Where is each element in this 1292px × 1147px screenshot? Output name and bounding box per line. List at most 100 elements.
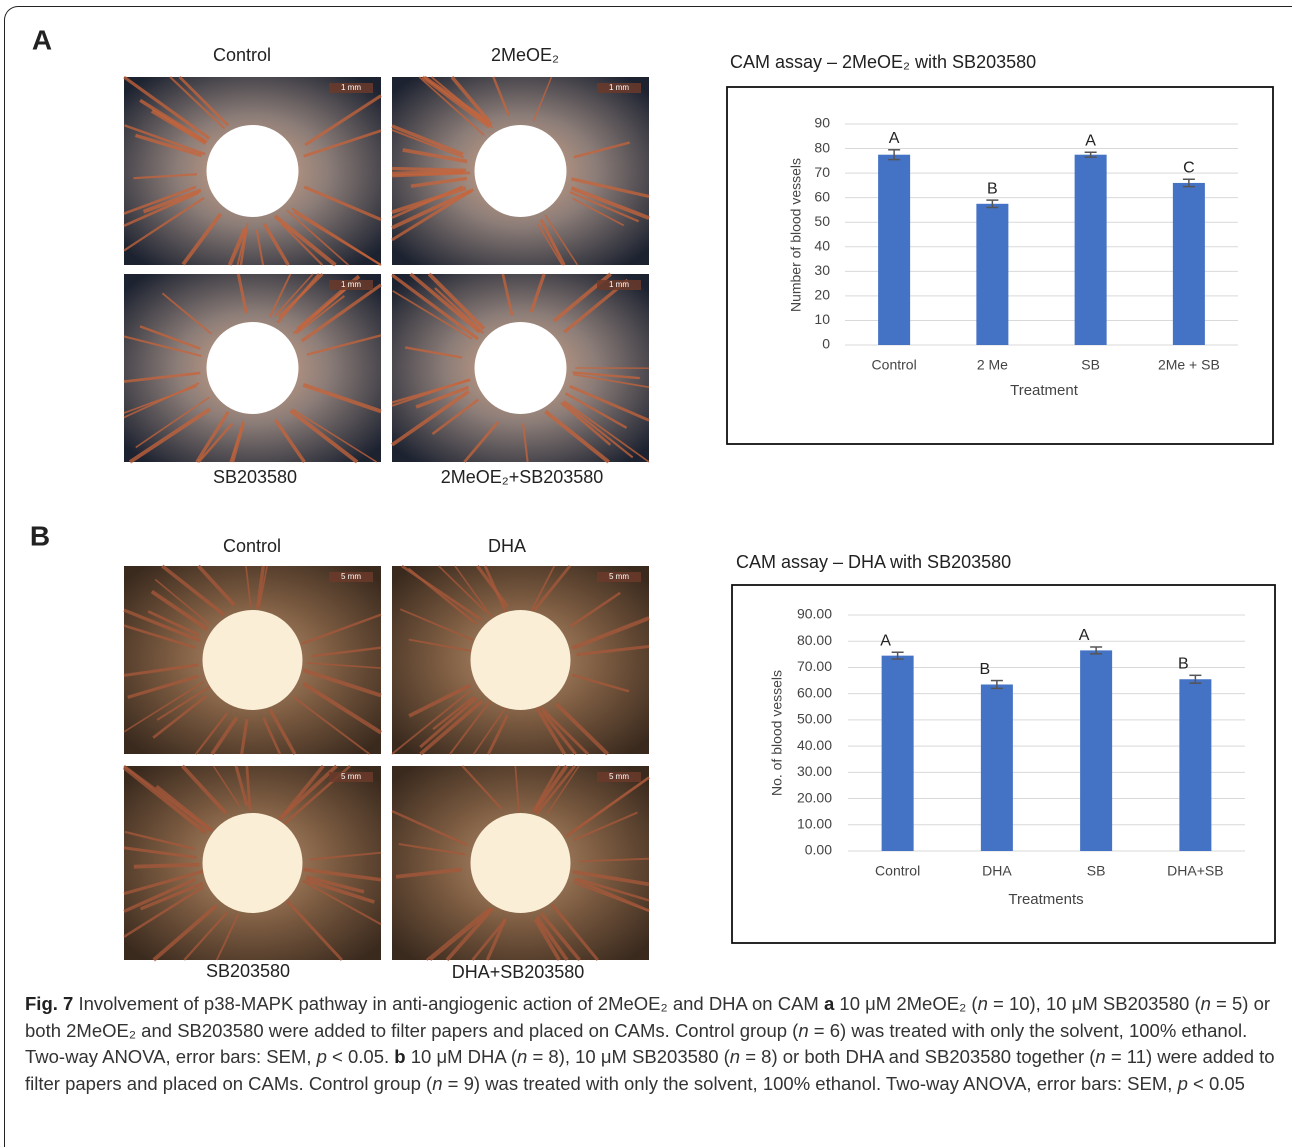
filter-disc bbox=[471, 813, 571, 913]
scale-label: 5 mm bbox=[609, 772, 629, 781]
filter-disc bbox=[207, 322, 299, 414]
y-tick-label: 90 bbox=[814, 115, 830, 131]
y-tick-label: 70.00 bbox=[797, 658, 832, 674]
y-tick-label: 50 bbox=[814, 213, 830, 229]
caption-text: n bbox=[798, 1020, 808, 1041]
y-tick-label: 10.00 bbox=[797, 815, 832, 831]
caption-text: p bbox=[317, 1046, 327, 1067]
filter-disc bbox=[203, 610, 303, 710]
filter-disc bbox=[471, 610, 571, 710]
scale-label: 5 mm bbox=[609, 572, 629, 581]
caption-text: < 0.05 bbox=[1188, 1073, 1245, 1094]
y-tick-label: 80.00 bbox=[797, 632, 832, 648]
significance-letter: B bbox=[980, 661, 991, 678]
caption-text: n bbox=[1201, 993, 1211, 1014]
y-tick-label: 0.00 bbox=[805, 842, 832, 858]
caption-text: 10 μM 2MeOE₂ ( bbox=[834, 993, 977, 1014]
scale-label: 5 mm bbox=[341, 572, 361, 581]
bar bbox=[878, 155, 910, 345]
x-tick-label: SB bbox=[1087, 863, 1106, 879]
significance-letter: B bbox=[1178, 656, 1189, 673]
photo-label: SB203580 bbox=[206, 961, 290, 981]
x-tick-label: Control bbox=[872, 357, 917, 373]
y-tick-label: 40 bbox=[814, 237, 830, 253]
panel-letter: B bbox=[30, 520, 50, 551]
scale-label: 1 mm bbox=[341, 83, 361, 92]
x-tick-label: SB bbox=[1081, 357, 1100, 373]
bar bbox=[976, 204, 1008, 345]
photo-label: DHA+SB203580 bbox=[452, 962, 585, 982]
x-tick-label: DHA bbox=[982, 863, 1012, 879]
caption-text: = 8) or both DHA and SB203580 together ( bbox=[740, 1046, 1095, 1067]
significance-letter: A bbox=[1079, 627, 1090, 644]
significance-letter: B bbox=[987, 180, 998, 197]
chart-title: CAM assay – 2MeOE₂ with SB203580 bbox=[730, 52, 1036, 72]
caption-text: b bbox=[394, 1046, 405, 1067]
caption-text: n bbox=[978, 993, 988, 1014]
filter-disc bbox=[203, 813, 303, 913]
y-tick-label: 60 bbox=[814, 188, 830, 204]
scale-label: 1 mm bbox=[609, 83, 629, 92]
bar bbox=[1080, 650, 1112, 851]
scale-label: 5 mm bbox=[341, 772, 361, 781]
bar bbox=[1179, 679, 1211, 851]
panel-letter: A bbox=[32, 24, 52, 55]
figure: A B 1 mm 1 mm 1 mm 1 mm Control 2MeOE₂ SB20358… bbox=[0, 0, 1292, 985]
caption-text: n bbox=[517, 1046, 527, 1067]
bar bbox=[882, 656, 914, 851]
photo-label: Control bbox=[213, 45, 271, 65]
bar bbox=[1075, 155, 1107, 345]
caption-text: = 10), 10 μM SB203580 ( bbox=[988, 993, 1201, 1014]
filter-disc bbox=[475, 125, 567, 217]
significance-letter: A bbox=[889, 130, 900, 147]
y-tick-label: 20 bbox=[814, 287, 830, 303]
photo-label: DHA bbox=[488, 536, 526, 556]
caption-text: Involvement of p38-MAPK pathway in anti-… bbox=[73, 993, 824, 1014]
filter-disc bbox=[207, 125, 299, 217]
photo-label: 2MeOE₂ bbox=[491, 45, 559, 65]
x-tick-label: Control bbox=[875, 863, 920, 879]
y-tick-label: 20.00 bbox=[797, 789, 832, 805]
photo-label: Control bbox=[223, 536, 281, 556]
caption-text: = 9) was treated with only the solvent, … bbox=[443, 1073, 1178, 1094]
y-tick-label: 80 bbox=[814, 139, 830, 155]
bar bbox=[1173, 183, 1205, 345]
y-tick-label: 30.00 bbox=[797, 763, 832, 779]
y-tick-label: 70 bbox=[814, 164, 830, 180]
x-tick-label: 2 Me bbox=[977, 357, 1008, 373]
x-axis-label: Treatment bbox=[1010, 382, 1079, 399]
figure-caption: Fig. 7 Involvement of p38-MAPK pathway i… bbox=[25, 991, 1275, 1097]
filter-disc bbox=[475, 322, 567, 414]
photo-label: 2MeOE₂+SB203580 bbox=[441, 467, 604, 487]
scale-label: 1 mm bbox=[609, 280, 629, 289]
caption-text: a bbox=[824, 993, 834, 1014]
y-tick-label: 0 bbox=[822, 336, 830, 352]
y-axis-label: Number of blood vessels bbox=[788, 158, 804, 312]
y-tick-label: 60.00 bbox=[797, 684, 832, 700]
y-tick-label: 40.00 bbox=[797, 737, 832, 753]
caption-text: p bbox=[1178, 1073, 1188, 1094]
photo-label: SB203580 bbox=[213, 467, 297, 487]
caption-text: < 0.05. bbox=[327, 1046, 394, 1067]
page: A B 1 mm 1 mm 1 mm 1 mm Control 2MeOE₂ SB20358… bbox=[0, 0, 1292, 1130]
caption-text: 10 μM DHA ( bbox=[406, 1046, 517, 1067]
chart-title: CAM assay – DHA with SB203580 bbox=[736, 552, 1011, 572]
significance-letter: A bbox=[880, 632, 891, 649]
significance-letter: A bbox=[1085, 132, 1096, 149]
caption-text: n bbox=[432, 1073, 442, 1094]
x-tick-label: DHA+SB bbox=[1167, 863, 1223, 879]
y-tick-label: 10 bbox=[814, 311, 830, 327]
y-tick-label: 50.00 bbox=[797, 711, 832, 727]
caption-text: = 8), 10 μM SB203580 ( bbox=[527, 1046, 729, 1067]
y-tick-label: 90.00 bbox=[797, 606, 832, 622]
vessel bbox=[392, 172, 463, 174]
y-axis-label: No. of blood vessels bbox=[769, 670, 785, 796]
vessel bbox=[392, 168, 466, 170]
x-tick-label: 2Me + SB bbox=[1158, 357, 1220, 373]
bar bbox=[981, 684, 1013, 851]
scale-label: 1 mm bbox=[341, 280, 361, 289]
vessel bbox=[134, 865, 200, 867]
y-tick-label: 30 bbox=[814, 262, 830, 278]
significance-letter: C bbox=[1183, 159, 1195, 176]
caption-text: n bbox=[730, 1046, 740, 1067]
